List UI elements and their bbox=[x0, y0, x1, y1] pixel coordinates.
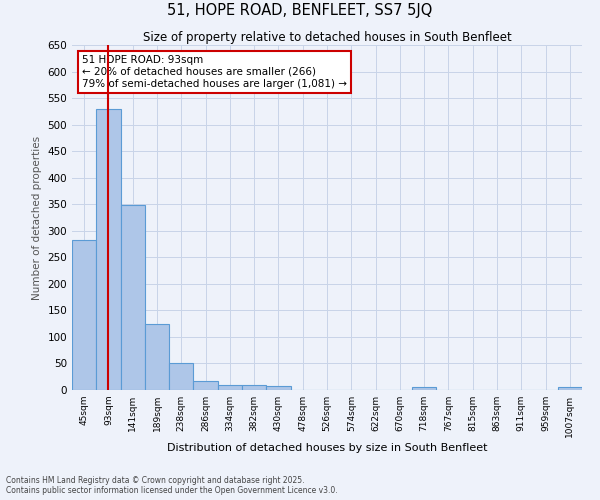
Bar bbox=[412, 388, 436, 390]
Bar bbox=[266, 386, 290, 390]
Bar bbox=[72, 240, 96, 390]
Text: 51, HOPE ROAD, BENFLEET, SS7 5JQ: 51, HOPE ROAD, BENFLEET, SS7 5JQ bbox=[167, 2, 433, 18]
Bar bbox=[193, 381, 218, 390]
Text: Contains HM Land Registry data © Crown copyright and database right 2025.
Contai: Contains HM Land Registry data © Crown c… bbox=[6, 476, 338, 495]
Y-axis label: Number of detached properties: Number of detached properties bbox=[32, 136, 42, 300]
Bar bbox=[218, 384, 242, 390]
Bar bbox=[169, 364, 193, 390]
Title: Size of property relative to detached houses in South Benfleet: Size of property relative to detached ho… bbox=[143, 31, 511, 44]
Bar bbox=[145, 324, 169, 390]
Text: 51 HOPE ROAD: 93sqm
← 20% of detached houses are smaller (266)
79% of semi-detac: 51 HOPE ROAD: 93sqm ← 20% of detached ho… bbox=[82, 56, 347, 88]
Bar bbox=[242, 384, 266, 390]
X-axis label: Distribution of detached houses by size in South Benfleet: Distribution of detached houses by size … bbox=[167, 442, 487, 452]
Bar bbox=[121, 206, 145, 390]
Bar bbox=[558, 388, 582, 390]
Bar bbox=[96, 108, 121, 390]
